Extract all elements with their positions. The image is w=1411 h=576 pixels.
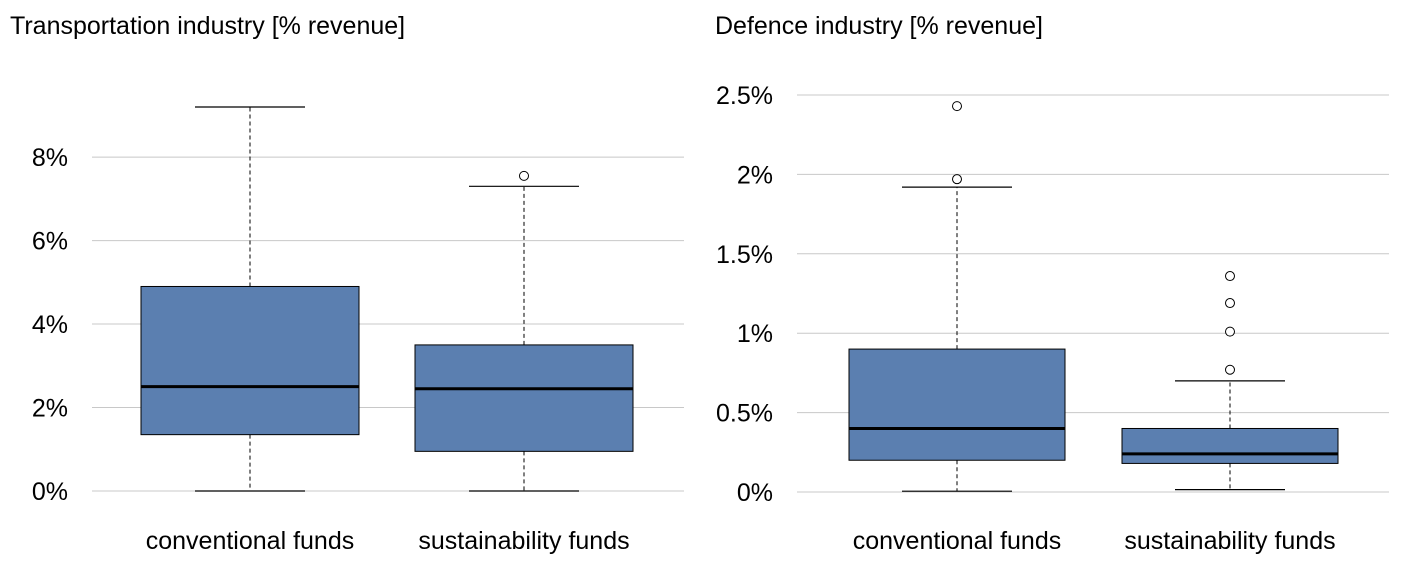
chart-title-transportation: Transportation industry [% revenue] (10, 12, 406, 40)
y-tick-label: 2.5% (716, 82, 773, 110)
y-tick-label: 0.5% (716, 400, 773, 428)
y-tick-label: 4% (32, 311, 68, 339)
outlier-point (1225, 298, 1235, 309)
box-iqr (848, 348, 1066, 461)
x-category-label: conventional funds (853, 527, 1061, 555)
y-tick-label: 0% (32, 478, 68, 506)
box-iqr (414, 344, 634, 452)
box-iqr (140, 285, 360, 436)
y-tick-label: 0% (737, 479, 773, 507)
y-tick-label: 8% (32, 144, 68, 172)
y-tick-label: 6% (32, 228, 68, 256)
y-tick-label: 2% (737, 161, 773, 189)
outlier-point (1225, 271, 1235, 282)
outlier-point (1225, 326, 1235, 337)
outlier-point (1225, 364, 1235, 375)
box-iqr (1121, 427, 1339, 464)
y-tick-label: 2% (32, 395, 68, 423)
outlier-point (519, 170, 529, 181)
x-category-label: sustainability funds (418, 527, 629, 555)
outlier-point (952, 101, 962, 112)
y-tick-label: 1.5% (716, 241, 773, 269)
y-tick-label: 1% (737, 320, 773, 348)
chart-title-defence: Defence industry [% revenue] (715, 12, 1043, 40)
x-category-label: sustainability funds (1124, 527, 1335, 555)
outlier-point (952, 174, 962, 185)
x-category-label: conventional funds (146, 527, 354, 555)
